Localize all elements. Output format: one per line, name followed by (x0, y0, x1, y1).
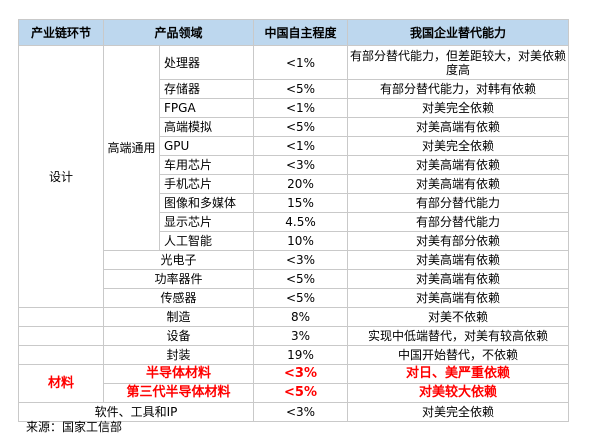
ability-cell: 对美完全依赖 (347, 136, 570, 156)
level-cell: 4.5% (253, 212, 349, 232)
product-cell: 第三代半导体材料 (102, 383, 255, 403)
table-row-highlight: 材料 半导体材料 <3% 对日、美严重依赖 (18, 364, 570, 403)
level-cell: 15% (253, 193, 349, 213)
ability-cell: 对美完全依赖 (347, 402, 570, 422)
level-cell: <3% (253, 364, 349, 384)
level-cell: 10% (253, 231, 349, 251)
header-level: 中国自主程度 (253, 19, 349, 46)
table-row: 车用芯片 <3% 对美高端有依赖 (19, 155, 570, 175)
level-cell: <5% (253, 117, 349, 137)
product-cell: 软件、工具和IP (17, 402, 255, 422)
stage-cell (18, 326, 104, 346)
product-cell: 光电子 (102, 250, 255, 270)
ability-cell: 对日、美严重依赖 (347, 364, 570, 384)
product-cell: 人工智能 (158, 231, 255, 251)
table-row: 传感器 <5% 对美高端有依赖 (19, 288, 570, 308)
product-cell: 封装 (102, 345, 255, 365)
level-cell: <3% (253, 250, 349, 270)
level-cell: <5% (253, 288, 349, 308)
ability-cell: 对美高端有依赖 (347, 117, 570, 137)
header-product: 产品领域 (102, 19, 255, 46)
table-row: 封装 19% 中国开始替代，不依赖 (18, 345, 570, 365)
header-stage: 产业链环节 (18, 19, 104, 46)
table-row: 人工智能 10% 对美有部分依赖 (19, 231, 570, 251)
stage-design: 设计 (18, 45, 104, 308)
ability-cell: 有部分替代能力，对韩有依赖 (347, 79, 570, 99)
source-note: 来源：国家工信部 (26, 420, 123, 434)
level-cell: <1% (253, 136, 349, 156)
ability-cell: 有部分替代能力 (347, 212, 570, 232)
ability-cell: 有部分替代能力 (347, 193, 570, 213)
ability-cell: 中国开始替代，不依赖 (347, 345, 570, 365)
level-cell: 8% (253, 307, 349, 327)
product-cell: 手机芯片 (158, 174, 255, 194)
level-cell: <3% (253, 402, 349, 422)
product-cell: 高端模拟 (158, 117, 255, 137)
level-cell: <5% (253, 383, 349, 403)
product-cell: 处理器 (158, 45, 255, 80)
stage-cell (18, 307, 104, 327)
level-cell: <3% (253, 155, 349, 175)
level-cell: 20% (253, 174, 349, 194)
product-cell: 图像和多媒体 (158, 193, 255, 213)
product-cell: 设备 (102, 326, 255, 346)
stage-cell (18, 345, 104, 365)
table-row: 设备 3% 实现中低端替代，对美有较高依赖 (18, 326, 570, 346)
ability-cell: 对美高端有依赖 (347, 155, 570, 175)
product-cell: 车用芯片 (158, 155, 255, 175)
ability-cell: 实现中低端替代，对美有较高依赖 (347, 326, 570, 346)
product-cell: 功率器件 (102, 269, 255, 289)
product-cell: 半导体材料 (102, 364, 255, 384)
level-cell: <1% (253, 45, 349, 80)
ability-cell: 对美较大依赖 (347, 383, 570, 403)
product-cell: 显示芯片 (158, 212, 255, 232)
level-cell: <1% (253, 98, 349, 118)
stage-materials: 材料 (18, 364, 104, 403)
table-row: FPGA <1% 对美完全依赖 (19, 98, 570, 118)
ability-cell: 有部分替代能力，但差距较大，对美依赖度高 (347, 45, 570, 80)
ability-cell: 对美不依赖 (347, 307, 570, 327)
header-ability: 我国企业替代能力 (347, 19, 570, 46)
table-row: 制造 8% 对美不依赖 (18, 307, 570, 327)
level-cell: 3% (253, 326, 349, 346)
ability-cell: 对美高端有依赖 (347, 269, 570, 289)
level-cell: <5% (253, 269, 349, 289)
table-row: 设计 高端通用 处理器 <1% 有部分替代能力，但差距较大，对美依赖度高 (18, 45, 570, 308)
table-row-highlight: 第三代半导体材料 <5% 对美较大依赖 (19, 383, 570, 403)
ability-cell: 对美有部分依赖 (347, 231, 570, 251)
product-cell: 传感器 (102, 288, 255, 308)
product-cell: GPU (158, 136, 255, 156)
level-cell: 19% (253, 345, 349, 365)
ability-cell: 对美高端有依赖 (347, 250, 570, 270)
subgroup-high-end: 高端通用 (103, 45, 160, 251)
ability-cell: 对美高端有依赖 (347, 174, 570, 194)
ability-cell: 对美高端有依赖 (347, 288, 570, 308)
table-row: 图像和多媒体 15% 有部分替代能力 (19, 193, 570, 213)
table-container: 产业链环节 产品领域 中国自主程度 我国企业替代能力 设计 高端通用 处理器 <… (17, 19, 570, 422)
product-cell: 制造 (102, 307, 255, 327)
product-cell: 存储器 (158, 79, 255, 99)
table-row: 软件、工具和IP <3% 对美完全依赖 (17, 402, 570, 422)
header-row: 产业链环节 产品领域 中国自主程度 我国企业替代能力 (18, 19, 570, 46)
table-row: 手机芯片 20% 对美高端有依赖 (19, 174, 570, 194)
ability-cell: 对美完全依赖 (347, 98, 570, 118)
product-cell: FPGA (158, 98, 255, 118)
level-cell: <5% (253, 79, 349, 99)
semiconductor-table: 产业链环节 产品领域 中国自主程度 我国企业替代能力 设计 高端通用 处理器 <… (17, 19, 570, 422)
